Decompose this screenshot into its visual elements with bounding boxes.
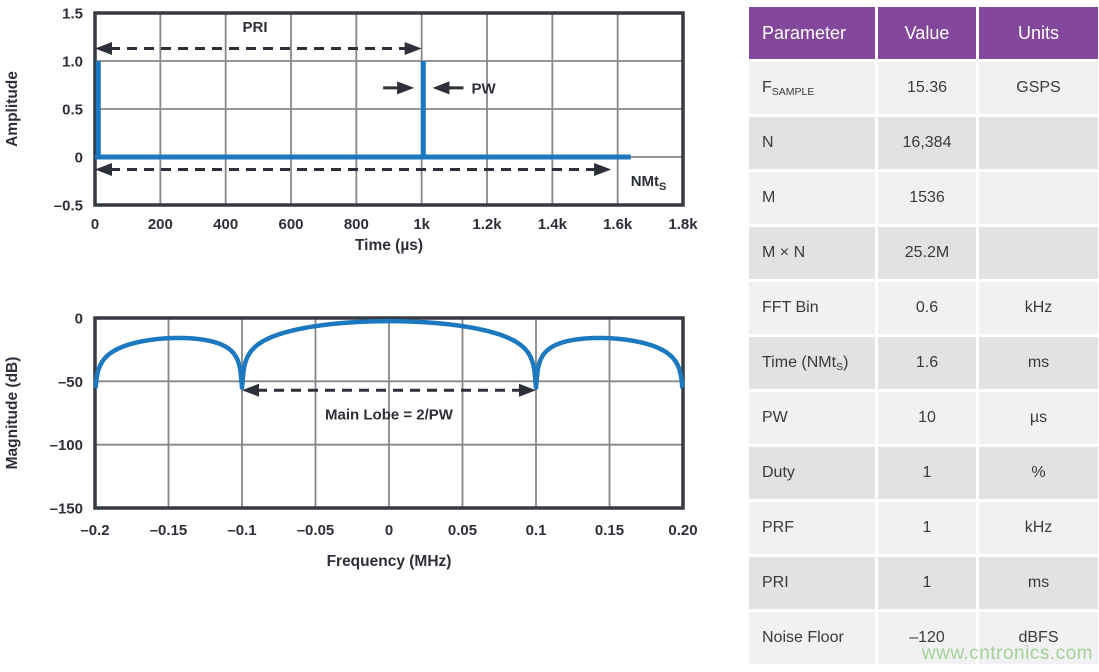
watermark: www.cntronics.com — [921, 643, 1093, 664]
y-tick-label: 0 — [75, 150, 83, 167]
pw-right-arrowhead — [432, 81, 450, 95]
x-tick-label: 0.05 — [448, 522, 477, 539]
x-tick-label: 0 — [91, 216, 99, 233]
value-cell: –120 — [878, 612, 976, 664]
arrowhead-left — [242, 383, 259, 397]
x-tick-label: 200 — [148, 216, 173, 233]
value-cell: 1 — [878, 502, 976, 554]
units-cell: kHz — [979, 502, 1098, 554]
param-cell: Noise Floor — [749, 612, 875, 664]
param-cell: PW — [749, 392, 875, 444]
value-cell: 15.36 — [878, 62, 976, 114]
param-cell: PRI — [749, 557, 875, 609]
x-tick-label: 1.4k — [538, 216, 568, 233]
parameters-table: Parameter Value Units F SAMPLE 15.36 GSPS N 1… — [749, 7, 1098, 664]
units-cell: % — [979, 447, 1098, 499]
x-tick-label: 0.15 — [595, 522, 624, 539]
param-cell: FFT Bin — [749, 282, 875, 334]
annotation-label: Main Lobe = 2/PW — [325, 406, 454, 423]
table-header-value: Value — [878, 7, 976, 59]
y-tick-label: 0 — [75, 311, 83, 328]
arrowhead-right — [519, 383, 536, 397]
arrowhead-right — [594, 162, 612, 176]
x-tick-label: 1k — [413, 216, 430, 233]
y-axis-label: Magnitude (dB) — [4, 357, 21, 470]
param-cell: Duty — [749, 447, 875, 499]
pw-label: PW — [471, 80, 496, 97]
units-cell: µs — [979, 392, 1098, 444]
param-cell: PRF — [749, 502, 875, 554]
units-cell — [979, 172, 1098, 224]
value-cell: 0.6 — [878, 282, 976, 334]
param-cell: M × N — [749, 227, 875, 279]
arrowhead-right — [404, 42, 422, 56]
x-tick-label: 600 — [278, 216, 303, 233]
x-axis-label: Frequency (MHz) — [327, 553, 452, 570]
units-cell: kHz — [979, 282, 1098, 334]
arrowhead-left — [95, 162, 112, 176]
x-tick-label: 1.2k — [472, 216, 502, 233]
frequency-domain-chart: –0.2 –0.15 –0.1 –0.05 0 0.05 0.1 0.15 0.20 0 –50 –1… — [4, 311, 698, 571]
x-tick-label: 400 — [213, 216, 238, 233]
x-tick-label: 0.20 — [668, 522, 697, 539]
pw-left-arrowhead — [397, 81, 415, 95]
x-tick-label: 1.6k — [603, 216, 633, 233]
value-cell: 1.6 — [878, 337, 976, 389]
plot-frame — [93, 11, 685, 207]
y-tick-label: –0.5 — [54, 198, 83, 215]
units-cell — [979, 117, 1098, 169]
x-tick-label: 0 — [385, 522, 393, 539]
value-cell: 1 — [878, 557, 976, 609]
value-cell: 1 — [878, 447, 976, 499]
param-cell: N — [749, 117, 875, 169]
units-cell: dBFS — [979, 612, 1098, 664]
x-tick-label: 1.8k — [668, 216, 698, 233]
x-tick-label: 0.1 — [526, 522, 547, 539]
units-cell: ms — [979, 557, 1098, 609]
y-tick-label: –150 — [50, 501, 83, 518]
x-axis-label: Time (µs) — [355, 237, 423, 254]
annotation-label: PRI — [243, 19, 268, 36]
value-cell: 1536 — [878, 172, 976, 224]
table-header-units: Units — [979, 7, 1098, 59]
annotation-label: NMtS — [631, 173, 667, 193]
param-subscript: S — [836, 361, 844, 373]
y-tick-label: 1.0 — [62, 54, 83, 71]
table-header-parameter: Parameter — [749, 7, 875, 59]
arrowhead-left — [95, 42, 112, 56]
units-cell: GSPS — [979, 62, 1098, 114]
x-tick-label: –0.05 — [297, 522, 335, 539]
plot-frame — [93, 316, 685, 510]
param-cell: Time (NMt S) — [749, 337, 875, 389]
y-tick-label: –100 — [50, 437, 83, 454]
y-tick-label: 1.5 — [62, 6, 83, 23]
value-cell: 16,384 — [878, 117, 976, 169]
time-domain-chart: 0 200 400 600 800 1k 1.2k 1.4k 1.6k 1.8k –0.5 0 0.5 1… — [4, 6, 698, 255]
value-cell: 10 — [878, 392, 976, 444]
x-tick-label: –0.1 — [227, 522, 256, 539]
y-tick-label: 0.5 — [62, 102, 83, 119]
y-tick-label: –50 — [58, 374, 83, 391]
x-tick-label: –0.15 — [150, 522, 188, 539]
param-cell: M — [749, 172, 875, 224]
x-tick-label: –0.2 — [80, 522, 109, 539]
units-cell — [979, 227, 1098, 279]
y-axis-label: Amplitude — [4, 71, 21, 147]
param-cell: F SAMPLE — [749, 62, 875, 114]
series-path — [93, 318, 685, 390]
value-cell: 25.2M — [878, 227, 976, 279]
x-tick-label: 800 — [344, 216, 369, 233]
param-subscript: SAMPLE — [771, 86, 815, 98]
units-cell: ms — [979, 337, 1098, 389]
